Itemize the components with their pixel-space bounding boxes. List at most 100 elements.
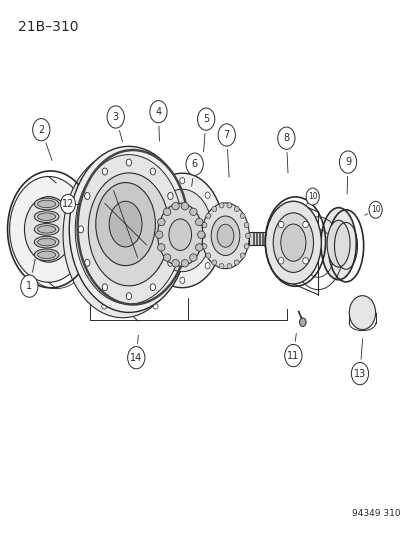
Ellipse shape xyxy=(349,296,375,329)
Circle shape xyxy=(284,344,301,367)
Text: 5: 5 xyxy=(202,114,209,124)
Ellipse shape xyxy=(141,173,223,288)
Circle shape xyxy=(368,201,381,218)
Ellipse shape xyxy=(299,318,305,326)
Text: 9: 9 xyxy=(344,157,350,167)
Ellipse shape xyxy=(154,262,159,269)
Ellipse shape xyxy=(24,197,73,262)
Ellipse shape xyxy=(195,219,202,225)
Circle shape xyxy=(197,108,214,130)
Ellipse shape xyxy=(280,224,305,261)
Ellipse shape xyxy=(34,249,59,261)
Ellipse shape xyxy=(326,220,349,267)
Ellipse shape xyxy=(167,192,173,199)
Ellipse shape xyxy=(181,203,188,210)
Ellipse shape xyxy=(202,244,206,249)
Ellipse shape xyxy=(205,192,209,198)
Ellipse shape xyxy=(189,254,197,261)
Ellipse shape xyxy=(226,203,231,208)
Ellipse shape xyxy=(195,244,202,251)
Ellipse shape xyxy=(205,262,209,269)
Text: 10: 10 xyxy=(307,192,317,201)
Ellipse shape xyxy=(181,260,188,267)
Ellipse shape xyxy=(211,206,216,212)
Ellipse shape xyxy=(182,205,190,217)
Text: 6: 6 xyxy=(191,159,197,169)
Ellipse shape xyxy=(179,277,184,284)
Ellipse shape xyxy=(157,203,202,266)
Ellipse shape xyxy=(163,208,171,215)
Ellipse shape xyxy=(200,233,205,238)
Text: 14: 14 xyxy=(130,353,142,362)
Ellipse shape xyxy=(174,226,179,233)
Ellipse shape xyxy=(34,236,59,248)
Ellipse shape xyxy=(171,260,179,267)
Text: 1: 1 xyxy=(26,281,32,291)
Circle shape xyxy=(277,127,294,149)
Ellipse shape xyxy=(157,219,165,225)
Ellipse shape xyxy=(226,263,231,269)
Ellipse shape xyxy=(215,227,220,233)
Ellipse shape xyxy=(38,200,55,208)
Ellipse shape xyxy=(202,222,206,228)
Ellipse shape xyxy=(218,203,223,208)
Circle shape xyxy=(185,153,203,175)
Ellipse shape xyxy=(84,192,90,199)
Ellipse shape xyxy=(234,206,239,212)
Text: 13: 13 xyxy=(353,369,365,378)
Text: 8: 8 xyxy=(282,133,289,143)
Ellipse shape xyxy=(189,208,197,215)
Text: 2: 2 xyxy=(38,125,44,135)
Ellipse shape xyxy=(211,216,239,255)
Ellipse shape xyxy=(102,304,107,309)
Ellipse shape xyxy=(144,227,149,233)
Ellipse shape xyxy=(9,176,88,282)
Ellipse shape xyxy=(142,304,147,309)
Ellipse shape xyxy=(218,263,223,269)
Circle shape xyxy=(351,362,368,385)
Text: 12: 12 xyxy=(62,199,74,209)
Text: 7: 7 xyxy=(223,130,229,140)
Text: 94349 310: 94349 310 xyxy=(351,510,399,519)
Ellipse shape xyxy=(95,183,155,265)
Ellipse shape xyxy=(278,257,283,264)
Ellipse shape xyxy=(69,147,188,312)
Ellipse shape xyxy=(34,211,59,222)
Ellipse shape xyxy=(75,155,182,304)
Ellipse shape xyxy=(211,260,216,265)
Ellipse shape xyxy=(109,201,142,247)
Ellipse shape xyxy=(155,231,163,238)
Ellipse shape xyxy=(201,203,249,269)
Ellipse shape xyxy=(278,221,283,228)
Circle shape xyxy=(218,124,235,146)
Ellipse shape xyxy=(154,192,159,198)
Ellipse shape xyxy=(157,244,165,251)
Circle shape xyxy=(305,188,318,205)
Ellipse shape xyxy=(245,233,250,238)
Ellipse shape xyxy=(102,284,107,290)
Ellipse shape xyxy=(273,213,313,272)
Circle shape xyxy=(21,275,38,297)
Ellipse shape xyxy=(302,221,308,228)
Ellipse shape xyxy=(34,198,59,210)
Ellipse shape xyxy=(240,253,244,259)
Ellipse shape xyxy=(197,231,204,238)
Ellipse shape xyxy=(102,168,107,175)
Ellipse shape xyxy=(38,213,55,220)
Ellipse shape xyxy=(84,260,90,266)
Ellipse shape xyxy=(88,173,169,286)
Ellipse shape xyxy=(167,260,173,266)
Ellipse shape xyxy=(205,253,210,259)
Text: 3: 3 xyxy=(112,112,119,122)
Ellipse shape xyxy=(38,225,55,233)
Circle shape xyxy=(127,346,145,369)
Circle shape xyxy=(107,106,124,128)
Ellipse shape xyxy=(34,223,59,235)
Ellipse shape xyxy=(38,251,55,259)
Ellipse shape xyxy=(320,208,356,280)
Circle shape xyxy=(60,195,75,214)
Text: 11: 11 xyxy=(287,351,299,361)
Ellipse shape xyxy=(302,257,308,264)
Ellipse shape xyxy=(82,178,163,291)
Ellipse shape xyxy=(244,222,249,228)
